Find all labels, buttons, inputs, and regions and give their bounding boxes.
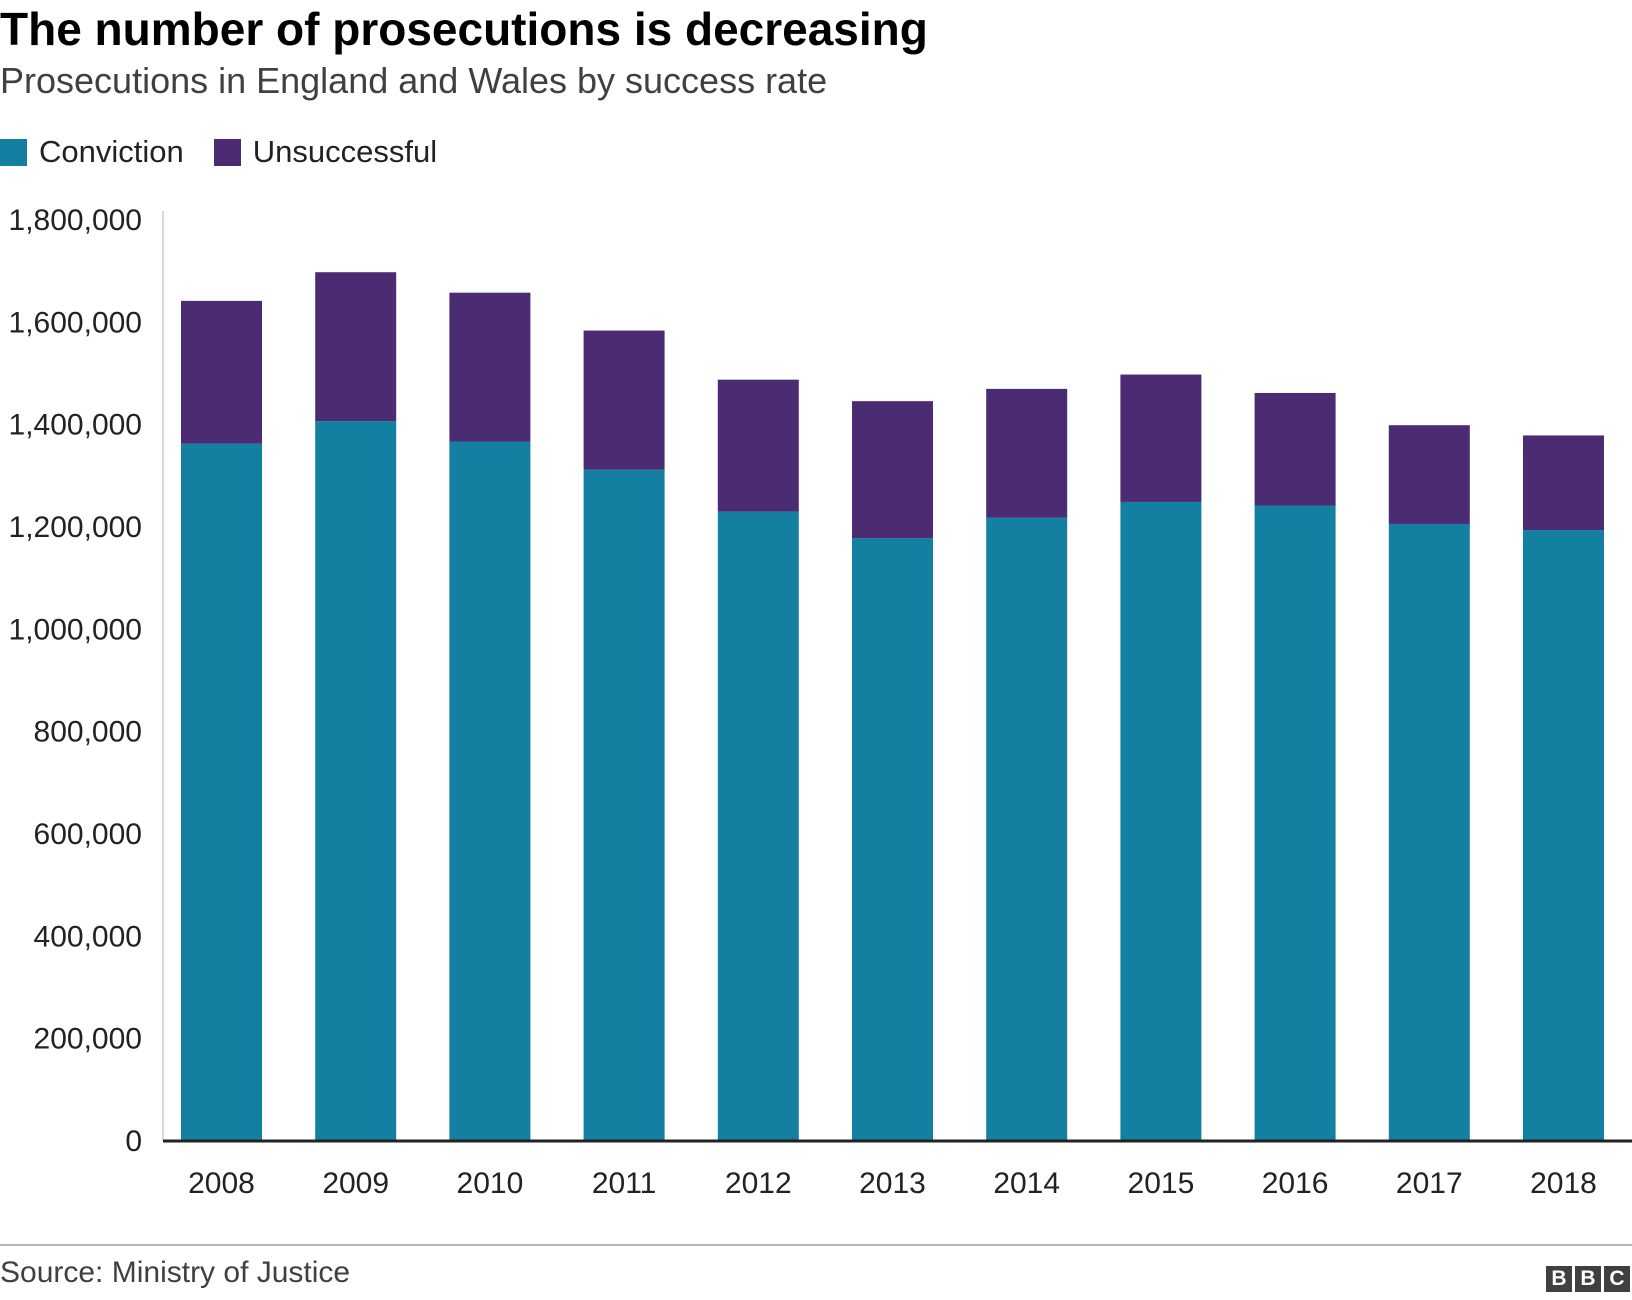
- bar-unsuccessful-2008: [181, 300, 262, 444]
- bar-unsuccessful-2015: [1120, 374, 1202, 502]
- y-tick-label: 0: [125, 1125, 142, 1158]
- chart-subtitle: Prosecutions in England and Wales by suc…: [0, 60, 828, 101]
- bbc-logo: B B C: [1543, 1266, 1630, 1292]
- footer-divider: [0, 1244, 1632, 1246]
- x-tick-label: 2013: [859, 1167, 926, 1200]
- y-tick-label: 600,000: [34, 818, 142, 851]
- legend-swatch-conviction: [0, 138, 27, 166]
- bar-unsuccessful-2013: [852, 401, 933, 539]
- bar-unsuccessful-2017: [1388, 425, 1470, 524]
- y-tick-label: 1,800,000: [9, 204, 142, 237]
- bar-conviction-2008: [181, 443, 262, 1140]
- bar-conviction-2012: [717, 511, 799, 1140]
- bbc-logo-letter: B: [1546, 1266, 1572, 1292]
- bbc-logo-letter: B: [1575, 1266, 1601, 1292]
- x-tick-label: 2011: [592, 1167, 657, 1200]
- x-tick-label: 2018: [1530, 1167, 1597, 1200]
- x-tick-label: 2008: [188, 1167, 255, 1200]
- y-tick-label: 800,000: [34, 716, 142, 749]
- bar-unsuccessful-2009: [315, 272, 397, 422]
- x-tick-label: 2010: [457, 1167, 524, 1200]
- y-tick-label: 200,000: [34, 1023, 142, 1056]
- y-tick-label: 1,000,000: [9, 613, 142, 646]
- bar-conviction-2018: [1523, 530, 1604, 1140]
- y-tick-label: 400,000: [34, 920, 142, 953]
- legend-swatch-unsuccessful: [213, 138, 241, 166]
- y-tick-label: 1,200,000: [9, 511, 142, 544]
- x-tick-label: 2015: [1128, 1167, 1195, 1200]
- stacked-bar-chart: 0 200,000 400,000 600,000 800,000 1,000,000 1,…: [9, 204, 1632, 1200]
- x-tick-label: 2009: [322, 1167, 389, 1200]
- bar-conviction-2013: [852, 538, 933, 1140]
- bar-unsuccessful-2014: [986, 388, 1068, 518]
- bar-unsuccessful-2011: [583, 330, 665, 470]
- legend-label-unsuccessful: Unsuccessful: [252, 134, 438, 169]
- bar-conviction-2009: [315, 421, 397, 1140]
- y-tick-label: 1,400,000: [9, 409, 142, 442]
- bar-conviction-2015: [1120, 501, 1202, 1140]
- bar-conviction-2016: [1254, 505, 1336, 1140]
- bar-conviction-2014: [986, 517, 1068, 1140]
- x-tick-label: 2016: [1262, 1167, 1329, 1200]
- legend-label-conviction: Conviction: [39, 134, 184, 169]
- x-tick-label: 2017: [1396, 1167, 1463, 1200]
- bbc-logo-letter: C: [1604, 1266, 1630, 1292]
- chart-title: The number of prosecutions is decreasing: [0, 3, 928, 55]
- x-tick-label: 2012: [725, 1167, 792, 1200]
- bar-unsuccessful-2012: [717, 379, 799, 512]
- x-tick-label: 2014: [993, 1167, 1060, 1200]
- bar-unsuccessful-2016: [1254, 392, 1336, 506]
- legend-item-unsuccessful: Unsuccessful: [213, 134, 438, 170]
- y-tick-label: 1,600,000: [9, 306, 142, 339]
- bar-conviction-2011: [583, 469, 665, 1140]
- legend-item-conviction: Conviction: [0, 134, 184, 170]
- bar-unsuccessful-2010: [449, 292, 531, 442]
- legend: Conviction Unsuccessful: [0, 134, 467, 170]
- bar-conviction-2017: [1388, 523, 1470, 1140]
- bar-conviction-2010: [449, 441, 531, 1140]
- source-note: Source: Ministry of Justice: [0, 1256, 351, 1289]
- bar-unsuccessful-2018: [1523, 435, 1604, 531]
